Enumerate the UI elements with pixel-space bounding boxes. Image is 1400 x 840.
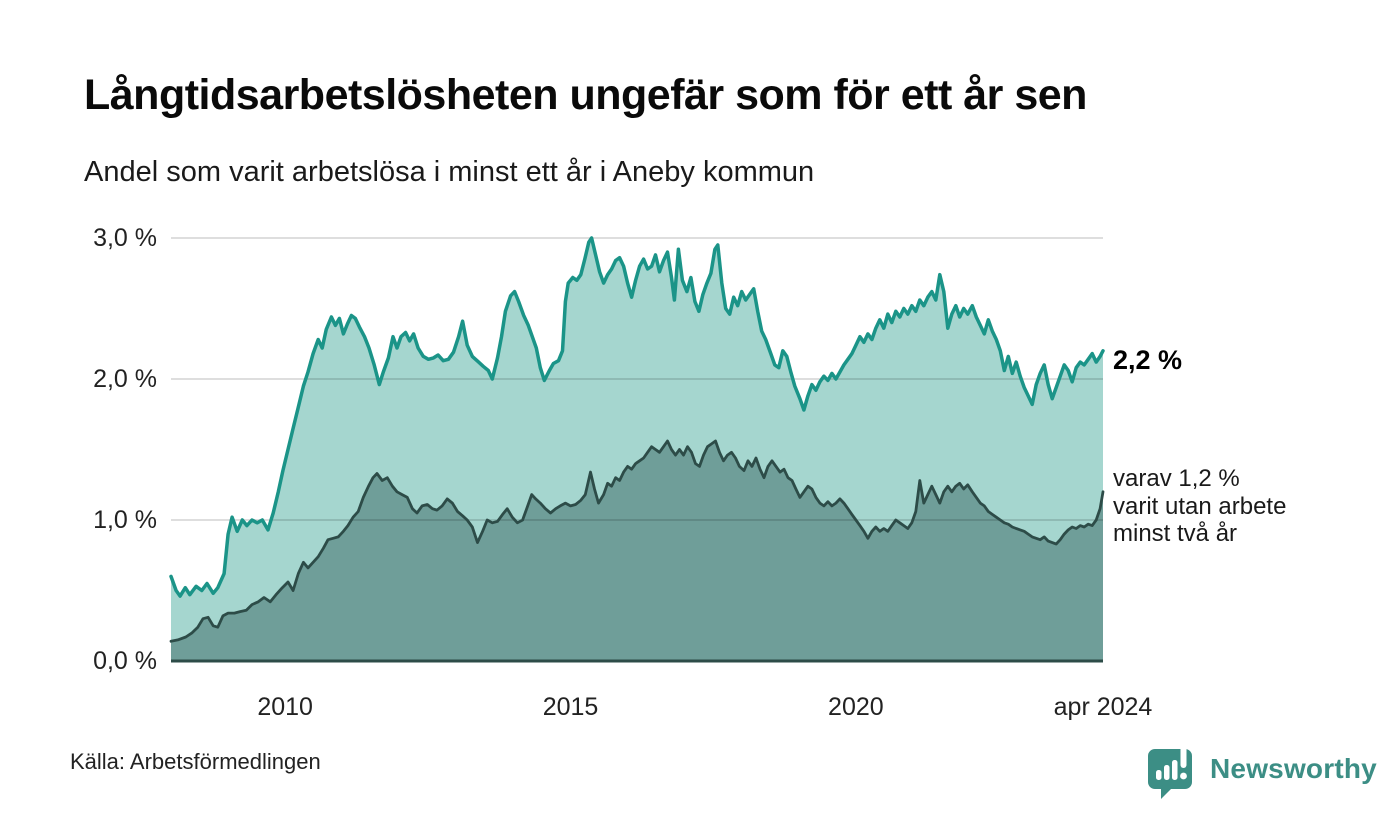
- y-axis-label: 0,0 %: [93, 647, 157, 675]
- x-axis-label: 2010: [257, 693, 313, 721]
- secondary-annotation-line1: varav 1,2 %: [1113, 465, 1240, 492]
- latest-value-label: 2,2 %: [1113, 345, 1183, 375]
- brand-logo: Newsworthy: [1147, 738, 1377, 800]
- newsworthy-icon: [1148, 742, 1192, 799]
- series-line-0: [169, 236, 1105, 598]
- x-axis-label: apr 2024: [1053, 693, 1153, 721]
- y-axis-label: 2,0 %: [93, 365, 157, 393]
- source-credit: Källa: Arbetsförmedlingen: [70, 749, 321, 774]
- y-axis-label: 3,0 %: [93, 224, 157, 252]
- x-axis-label: 2020: [828, 693, 884, 721]
- secondary-annotation-line2: varit utan arbete: [1113, 492, 1287, 520]
- brand-name: Newsworthy: [1210, 753, 1377, 784]
- secondary-annotation-line3: minst två år: [1113, 520, 1238, 547]
- x-axis-label: 2015: [542, 693, 599, 721]
- page-title: Långtidsarbetslösheten ungefär som för e…: [84, 71, 1087, 119]
- y-axis-label: 1,0 %: [93, 506, 157, 534]
- chart-subtitle: Andel som varit arbetslösa i minst ett å…: [84, 156, 815, 188]
- secondary-value-annotation: varav 1,2 % varit utan arbete minst två …: [1113, 465, 1343, 548]
- series-line-1: [169, 439, 1105, 643]
